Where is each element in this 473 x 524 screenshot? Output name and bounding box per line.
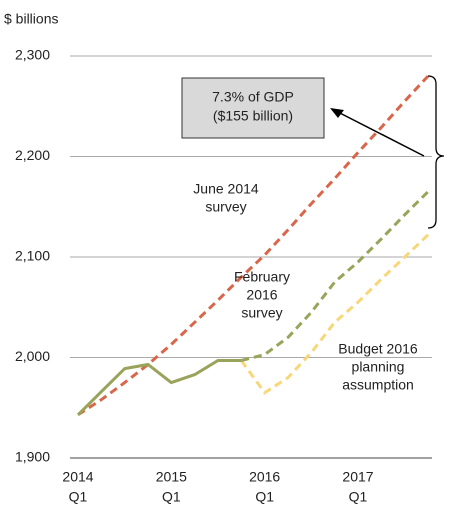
series-label: 2016 [246,287,277,303]
series-label: survey [205,199,246,215]
series-label: June 2014 [193,181,259,197]
y-tick-label: 1,900 [15,449,50,465]
y-tick-label: 2,200 [15,147,50,163]
callout-box [181,77,325,139]
series-label: assumption [342,377,414,393]
x-tick-label: Q1 [255,489,274,505]
x-tick-label: Q1 [162,489,181,505]
x-tick-label: Q1 [69,489,88,505]
series-label: Budget 2016 [338,341,418,357]
series-label: February [234,269,290,285]
series-label: planning [352,359,405,375]
series-line [240,190,430,362]
series-label: survey [241,305,282,321]
bracket [427,75,445,229]
x-tick-label: 2015 [156,469,187,485]
x-tick-label: 2014 [62,469,93,485]
x-tick-label: 2016 [249,469,280,485]
series-line [76,359,242,416]
series-line [240,233,430,395]
x-tick-label: 2017 [342,469,373,485]
y-tick-label: 2,300 [15,47,50,63]
arrow-head [330,108,344,118]
callout-arrow [333,109,425,157]
series-line [77,75,430,417]
callout-text: ($155 billion) [213,108,293,124]
y-tick-label: 2,000 [15,348,50,364]
callout-text: 7.3% of GDP [212,89,294,105]
y-tick-label: 2,100 [15,248,50,264]
x-tick-label: Q1 [349,489,368,505]
y-axis-label: $ billions [4,11,58,27]
